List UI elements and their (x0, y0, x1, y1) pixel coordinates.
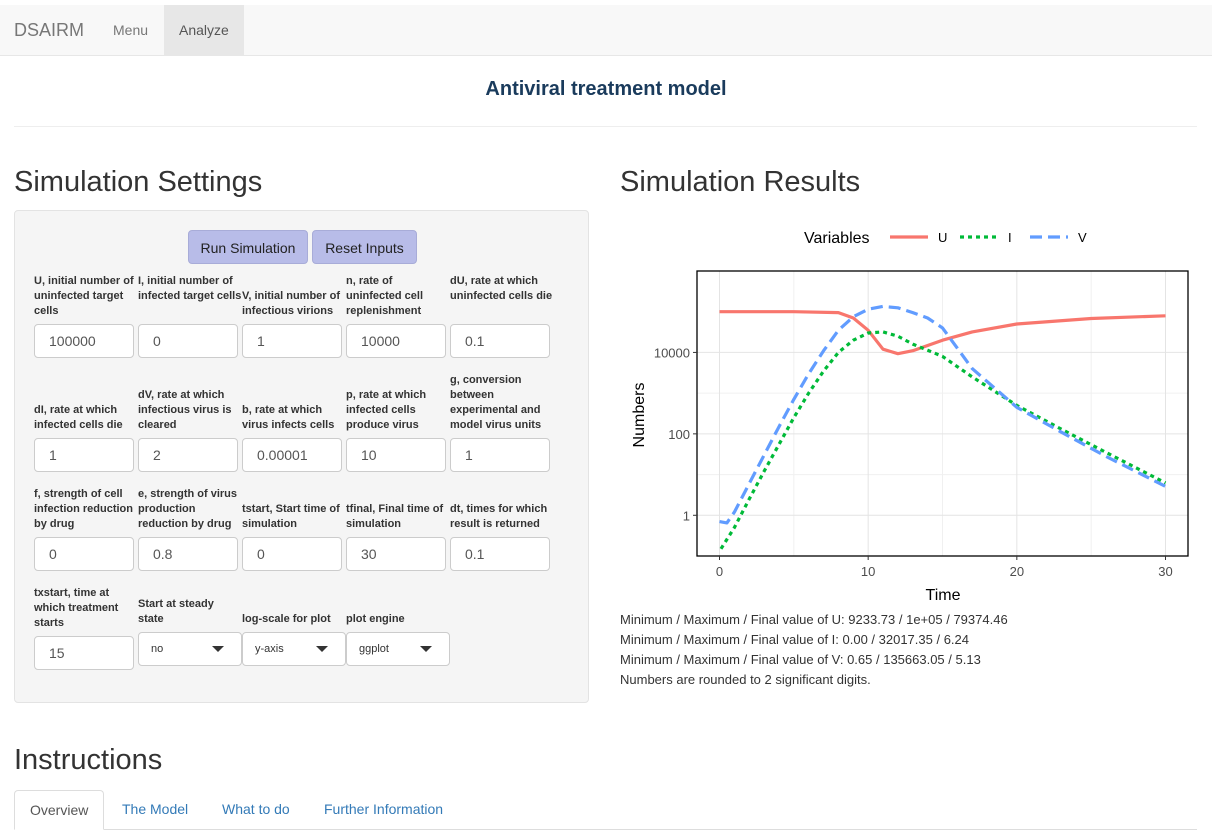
x-tick-label: 0 (716, 564, 723, 579)
legend-label-U: U (938, 230, 947, 245)
legend-label-V: V (1078, 230, 1087, 245)
series-lines (719, 304, 1167, 550)
results-chart: Variables U I V 0 10 20 30 1 100 10000 Time Numb… (631, 230, 1189, 604)
y-tick-label: 10000 (654, 345, 690, 360)
field-label-e: e, strength of virus production reductio… (138, 488, 238, 530)
field-label-dI: dI, rate at which infected cells die (34, 404, 123, 431)
legend-title: Variables (804, 230, 870, 247)
stat-line-U: Minimum / Maximum / Final value of U: 92… (620, 612, 1008, 627)
field-label-V: V, initial number of infectious virions (242, 290, 340, 317)
field-input-dI[interactable]: 1 (34, 438, 134, 472)
instructions-tabs (14, 788, 1197, 830)
stat-line-rounding-note: Numbers are rounded to 2 significant dig… (620, 672, 871, 687)
field-input-U[interactable]: 100000 (34, 324, 134, 358)
results-heading: Simulation Results (620, 166, 861, 198)
field-label-f: f, strength of cell infection reduction … (34, 488, 133, 530)
chart-legend: Variables U I V (804, 230, 1087, 247)
y-axis-label: Numbers (631, 383, 648, 448)
field-label-tstart: tstart, Start time of simulation (242, 503, 340, 530)
chevron-down-icon (420, 646, 432, 652)
field-input-dt[interactable]: 0.1 (450, 537, 550, 571)
page-title: Antiviral treatment model (485, 78, 727, 100)
field-label-dt: dt, times for which result is returned (450, 503, 548, 530)
field-input-I[interactable]: 0 (138, 324, 238, 358)
field-label-U: U, initial number of uninfected target c… (34, 275, 134, 317)
reset-inputs-button[interactable]: Reset Inputs (312, 230, 417, 264)
field-input-tstart[interactable]: 0 (242, 537, 342, 571)
plot-border (696, 270, 1189, 557)
field-label-tfinal: tfinal, Final time of simulation (346, 503, 444, 530)
run-simulation-button[interactable]: Run Simulation (188, 230, 308, 264)
x-axis-label: Time (926, 587, 961, 604)
select-label-steady-state: Start at steady state (138, 598, 214, 625)
top-strip (0, 0, 1218, 5)
field-label-n: n, rate of uninfected cell replenishment (346, 275, 424, 317)
nav-analyze[interactable]: Analyze (164, 5, 244, 55)
plot-engine-select[interactable]: ggplot (346, 632, 450, 666)
field-input-g[interactable]: 1 (450, 438, 550, 472)
chevron-down-icon (316, 646, 328, 652)
nav-menu[interactable]: Menu (113, 22, 149, 38)
field-input-dU[interactable]: 0.1 (450, 324, 550, 358)
field-input-e[interactable]: 0.8 (138, 537, 238, 571)
navbar: DSAIRM Menu Analyze (0, 5, 1212, 56)
field-input-f[interactable]: 0 (34, 537, 134, 571)
field-label-b: b, rate at which virus infects cells (242, 404, 335, 431)
field-label-dU: dU, rate at which uninfected cells die (450, 275, 553, 302)
steady-state-select-value: no (151, 643, 164, 655)
field-input-n[interactable]: 10000 (346, 324, 446, 358)
instructions-heading: Instructions (14, 744, 163, 776)
divider (14, 126, 1197, 127)
series-line-V (719, 304, 1167, 525)
field-input-dV[interactable]: 2 (138, 438, 238, 472)
field-input-p[interactable]: 10 (346, 438, 446, 472)
field-input-txstart[interactable]: 15 (34, 636, 134, 670)
steady-state-select[interactable]: no (138, 632, 242, 666)
field-label-p: p, rate at which infected cells produce … (346, 389, 427, 431)
grid-lines (697, 271, 1188, 556)
field-input-V[interactable]: 1 (242, 324, 342, 358)
log-scale-select-value: y-axis (255, 643, 284, 655)
x-tick-label: 30 (1158, 564, 1172, 579)
field-label-txstart: txstart, time at which treatment starts (34, 587, 119, 629)
field-label-dV: dV, rate at which infectious virus is cl… (138, 389, 232, 431)
select-label-log-scale: log-scale for plot (242, 613, 331, 625)
tab-overview[interactable]: Overview (14, 790, 104, 830)
plot-engine-select-value: ggplot (359, 643, 389, 655)
tab-the-model[interactable]: The Model (122, 801, 189, 817)
field-label-I: I, initial number of infected target cel… (138, 275, 242, 302)
stat-line-I: Minimum / Maximum / Final value of I: 0.… (620, 632, 969, 647)
field-input-tfinal[interactable]: 30 (346, 537, 446, 571)
tab-what-to-do[interactable]: What to do (222, 801, 290, 817)
settings-heading: Simulation Settings (14, 166, 263, 198)
field-input-b[interactable]: 0.00001 (242, 438, 342, 472)
legend-label-I: I (1008, 230, 1012, 245)
x-tick-label: 20 (1010, 564, 1024, 579)
select-label-plot-engine: plot engine (346, 613, 405, 625)
series-line-I (719, 330, 1167, 550)
brand-logo[interactable]: DSAIRM (14, 20, 85, 40)
log-scale-select[interactable]: y-axis (242, 632, 346, 666)
series-line-U (719, 310, 1166, 356)
y-tick-label: 1 (683, 508, 690, 523)
field-label-g: g, conversion between experimental and m… (450, 374, 542, 431)
y-tick-label: 100 (668, 427, 690, 442)
chevron-down-icon (212, 646, 224, 652)
tab-further-information[interactable]: Further Information (324, 801, 444, 817)
axis-ticks: 0 10 20 30 1 100 10000 (654, 345, 1173, 579)
x-tick-label: 10 (861, 564, 875, 579)
stat-line-V: Minimum / Maximum / Final value of V: 0.… (620, 652, 981, 667)
